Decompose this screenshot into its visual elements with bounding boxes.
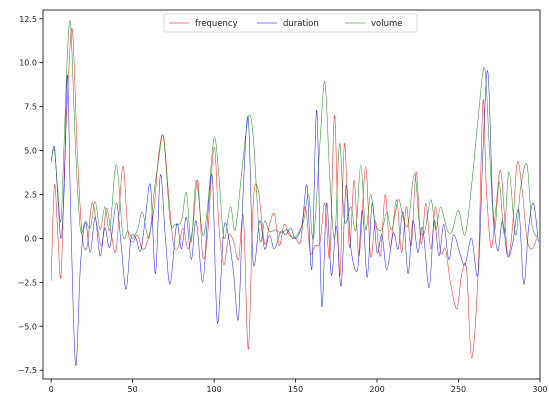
y-tick-label: −2.5 — [18, 278, 37, 287]
y-axis: −7.5 −5.0 −2.5 0.0 2.5 5.0 7.5 10.0 12.5 — [18, 15, 43, 375]
series-line-frequency — [50, 28, 537, 359]
x-tick-label: 300 — [532, 385, 547, 394]
y-tick-label: 12.5 — [19, 15, 37, 24]
series-line-volume — [50, 20, 539, 243]
legend-label-frequency: frequency — [195, 19, 238, 29]
axes-frame — [42, 9, 541, 380]
y-tick-label: −7.5 — [18, 366, 37, 375]
legend-box — [163, 13, 418, 33]
legend-label-duration: duration — [283, 19, 319, 29]
x-tick-label: 50 — [128, 385, 138, 394]
x-tick-label: 0 — [49, 385, 54, 394]
x-tick-label: 250 — [451, 385, 466, 394]
x-tick-label: 150 — [288, 385, 303, 394]
y-tick-label: 0.0 — [24, 234, 37, 243]
legend-label-volume: volume — [371, 19, 403, 29]
y-tick-label: 10.0 — [19, 59, 37, 68]
y-tick-label: −5.0 — [18, 322, 37, 331]
x-axis: 0 50 100 150 200 250 300 — [49, 379, 548, 394]
plot-area-border — [42, 9, 541, 380]
x-tick-label: 100 — [206, 385, 221, 394]
legend: frequency duration volume — [163, 13, 418, 33]
series-line-duration — [50, 70, 539, 366]
x-tick-label: 200 — [369, 385, 384, 394]
y-tick-label: 2.5 — [24, 191, 37, 200]
y-tick-label: 5.0 — [24, 147, 37, 156]
plot-lines — [50, 20, 539, 366]
y-tick-label: 7.5 — [24, 103, 37, 112]
